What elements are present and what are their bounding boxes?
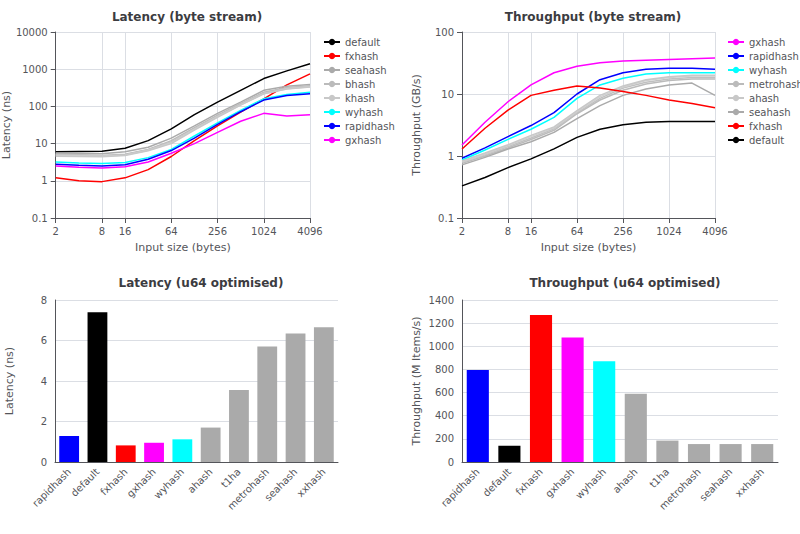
svg-text:rapidhash: rapidhash — [30, 466, 73, 509]
svg-text:8: 8 — [41, 295, 47, 306]
svg-text:fxhash: fxhash — [749, 121, 782, 132]
svg-text:default: default — [345, 37, 380, 48]
svg-text:64: 64 — [571, 226, 584, 237]
svg-text:Throughput (M Items/s): Throughput (M Items/s) — [410, 316, 423, 446]
svg-text:gxhash: gxhash — [749, 37, 785, 48]
svg-text:1000: 1000 — [22, 64, 47, 75]
svg-text:100: 100 — [435, 27, 454, 38]
svg-text:16: 16 — [525, 226, 538, 237]
svg-text:0.1: 0.1 — [438, 213, 454, 224]
svg-text:khash: khash — [345, 93, 375, 104]
svg-text:ahash: ahash — [611, 466, 640, 495]
svg-text:fxhash: fxhash — [513, 466, 544, 497]
svg-text:1200: 1200 — [429, 318, 454, 329]
svg-text:Input size (bytes): Input size (bytes) — [541, 241, 637, 254]
svg-text:6: 6 — [41, 335, 47, 346]
svg-text:8: 8 — [505, 226, 511, 237]
svg-text:Input size (bytes): Input size (bytes) — [135, 241, 231, 254]
svg-text:default: default — [749, 135, 784, 146]
svg-text:1: 1 — [41, 175, 47, 186]
svg-text:1024: 1024 — [656, 226, 681, 237]
svg-text:t1ha: t1ha — [219, 466, 243, 490]
svg-text:metrohash: metrohash — [749, 79, 800, 90]
svg-text:metrohash: metrohash — [657, 466, 703, 512]
svg-text:256: 256 — [208, 226, 227, 237]
svg-text:8: 8 — [99, 226, 105, 237]
svg-text:0: 0 — [41, 457, 47, 468]
svg-text:fxhash: fxhash — [98, 466, 130, 498]
svg-text:Latency (ns): Latency (ns) — [0, 91, 13, 159]
svg-text:16: 16 — [119, 226, 132, 237]
svg-text:400: 400 — [435, 410, 454, 421]
svg-text:default: default — [69, 466, 102, 499]
svg-text:4096: 4096 — [297, 226, 322, 237]
svg-text:fxhash: fxhash — [345, 51, 378, 62]
svg-text:800: 800 — [435, 364, 454, 375]
svg-text:256: 256 — [613, 226, 632, 237]
svg-text:100: 100 — [29, 101, 48, 112]
svg-text:1400: 1400 — [429, 295, 454, 306]
svg-text:Throughput (GB/s): Throughput (GB/s) — [410, 74, 423, 176]
svg-text:wyhash: wyhash — [749, 65, 787, 76]
svg-text:wyhash: wyhash — [573, 466, 608, 501]
svg-text:metrohash: metrohash — [225, 466, 271, 512]
svg-text:4096: 4096 — [702, 226, 727, 237]
svg-text:2: 2 — [53, 226, 59, 237]
svg-text:rapidhash: rapidhash — [345, 121, 395, 132]
svg-text:seahash: seahash — [749, 107, 791, 118]
svg-text:gxhash: gxhash — [345, 135, 381, 146]
svg-text:wyhash: wyhash — [152, 466, 187, 501]
svg-text:10: 10 — [35, 138, 48, 149]
svg-text:600: 600 — [435, 387, 454, 398]
svg-text:gxhash: gxhash — [124, 466, 158, 500]
svg-text:rapidhash: rapidhash — [749, 51, 799, 62]
svg-text:0.1: 0.1 — [32, 213, 48, 224]
svg-text:200: 200 — [435, 433, 454, 444]
svg-text:xxhash: xxhash — [295, 466, 328, 499]
svg-text:0: 0 — [448, 457, 454, 468]
svg-text:ahash: ahash — [749, 93, 779, 104]
svg-text:default: default — [481, 466, 514, 499]
svg-text:2: 2 — [459, 226, 465, 237]
svg-text:seahash: seahash — [697, 466, 734, 503]
svg-text:1000: 1000 — [429, 341, 454, 352]
svg-text:Throughput (byte stream): Throughput (byte stream) — [505, 10, 682, 24]
svg-text:seahash: seahash — [345, 65, 387, 76]
svg-text:10000: 10000 — [16, 27, 48, 38]
svg-text:gxhash: gxhash — [543, 466, 576, 499]
svg-text:64: 64 — [165, 226, 178, 237]
svg-text:xxhash: xxhash — [733, 466, 766, 499]
svg-text:4: 4 — [41, 376, 47, 387]
svg-text:t1ha: t1ha — [647, 466, 671, 490]
svg-text:bhash: bhash — [345, 79, 375, 90]
svg-text:rapidhash: rapidhash — [439, 466, 482, 509]
svg-text:Latency (byte stream): Latency (byte stream) — [112, 10, 262, 24]
svg-text:1024: 1024 — [251, 226, 276, 237]
svg-text:Throughput (u64 optimised): Throughput (u64 optimised) — [529, 276, 720, 290]
svg-text:2: 2 — [41, 416, 47, 427]
svg-text:10: 10 — [441, 89, 454, 100]
svg-text:1: 1 — [448, 151, 454, 162]
svg-text:ahash: ahash — [185, 466, 214, 495]
svg-text:Latency (u64 optimised): Latency (u64 optimised) — [119, 276, 284, 290]
svg-text:wyhash: wyhash — [345, 107, 383, 118]
svg-text:seahash: seahash — [262, 466, 299, 503]
svg-text:Latency (ns): Latency (ns) — [3, 347, 16, 415]
